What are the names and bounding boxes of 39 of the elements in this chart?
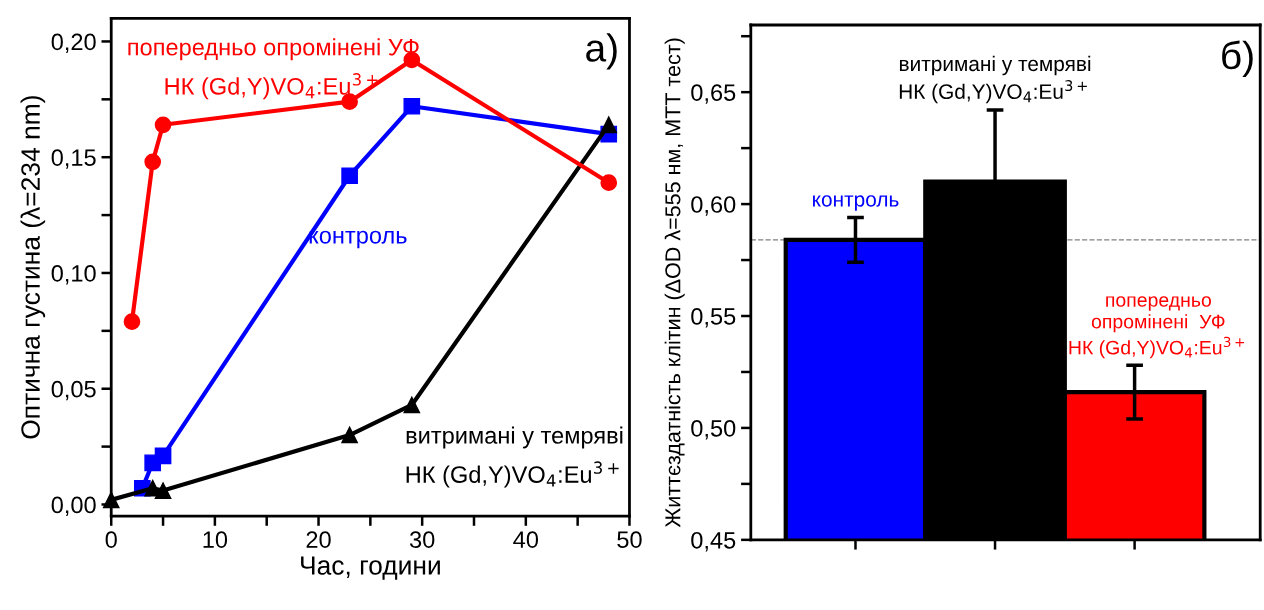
y-tick-label: 0,15: [51, 149, 96, 169]
point: [154, 447, 172, 465]
x-tick-label: 50: [617, 531, 642, 548]
x-tick-label: 40: [513, 531, 539, 548]
point: [600, 174, 618, 192]
annotation: б): [1222, 40, 1253, 78]
annotation: а): [586, 33, 617, 70]
y-tick-label: 0,55: [691, 308, 736, 328]
point: [154, 482, 172, 499]
y-axis-title: Життєздатність клітин (ΔOD λ=555 нм, МТТ тест): [664, 38, 685, 528]
point: [154, 116, 172, 134]
y-axis-title: Оптична густина (λ=234 nm): [20, 96, 46, 439]
point: [144, 153, 162, 171]
point: [600, 116, 618, 134]
y-tick-label: 0,65: [691, 84, 736, 104]
point: [341, 167, 358, 185]
point: [403, 97, 421, 115]
y-tick-label: 0,60: [691, 196, 736, 216]
annotation: контроль: [813, 195, 899, 211]
y-tick-label: 0,45: [691, 531, 736, 552]
x-tick-label: 30: [409, 531, 435, 548]
y-tick-label: 0,20: [51, 33, 96, 54]
series-label: контроль: [309, 230, 407, 249]
y-tick-label: 0,00: [51, 496, 96, 517]
point: [341, 426, 358, 444]
y-tick-label: 0,50: [691, 420, 736, 440]
annotation: витримані у темряві НК (Gd,Y)VO$_{4}$:Eu$^{3+}$: [899, 55, 1091, 104]
y-tick-label: 0,05: [51, 380, 96, 401]
x-tick-label: 0: [105, 531, 117, 548]
y-tick-label: 0,10: [51, 265, 96, 285]
point: [403, 396, 421, 414]
x-tick-label: 20: [306, 531, 331, 548]
point: [102, 491, 120, 509]
x-axis-title: Час, години: [301, 556, 440, 580]
point: [123, 313, 141, 330]
annotation: попередньо опромінені УФ НК (Gd,Y)VO$_{4}$:Eu$^{3+}$: [1069, 296, 1245, 359]
x-tick-label: 10: [203, 531, 228, 548]
series-label: витримані у темряві НК (Gd,Y)VO$_{4}$:Eu$^{3+}$: [406, 426, 623, 488]
point: [341, 93, 358, 110]
